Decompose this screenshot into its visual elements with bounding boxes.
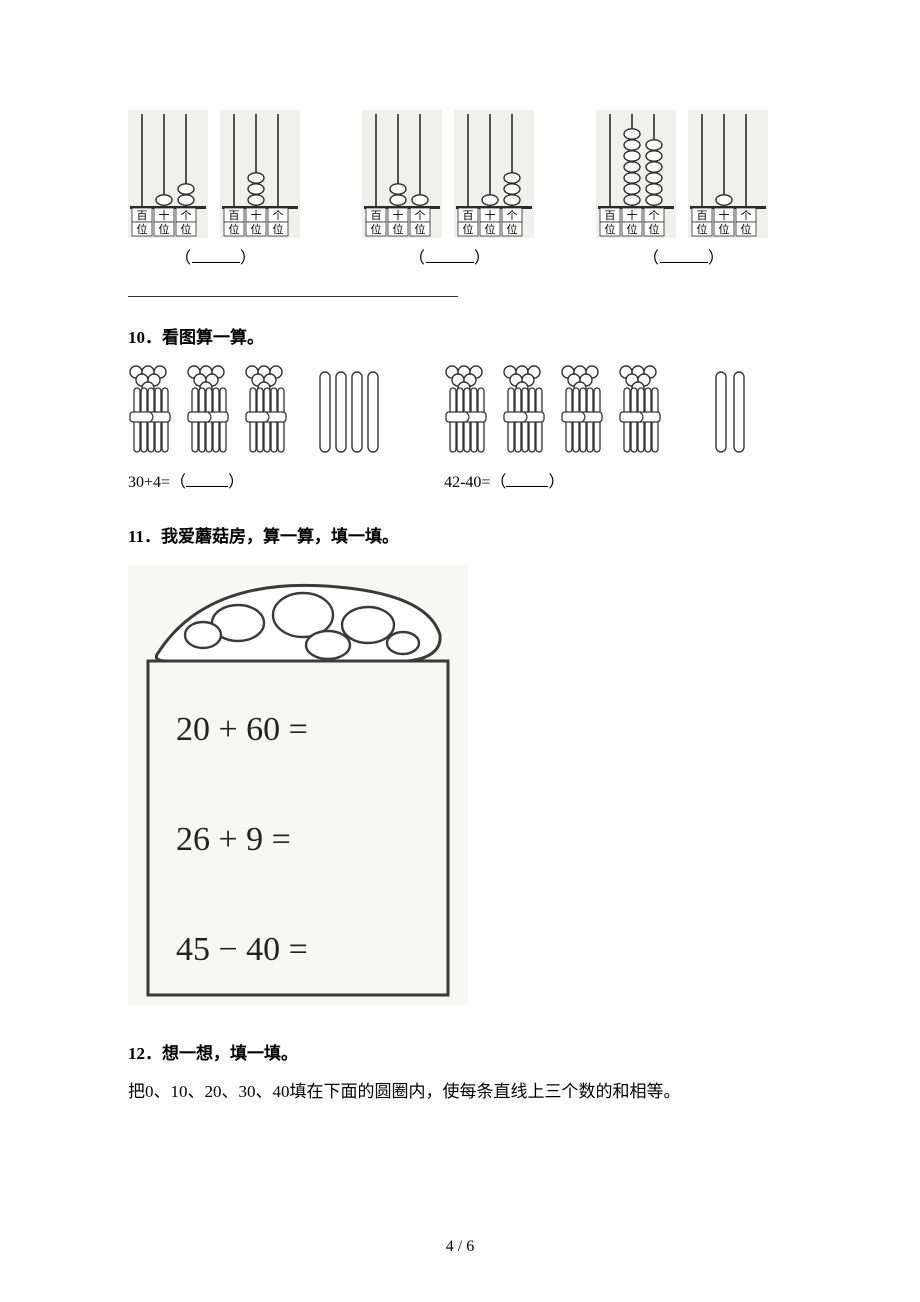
- abacus-pair-1: 百位十位个位百位十位个位 （）: [128, 110, 304, 268]
- q10-expr-row: 30+4=（ ） 42-40=（ ）: [128, 468, 800, 492]
- svg-text:百: 百: [137, 210, 148, 222]
- svg-text:十: 十: [159, 208, 170, 222]
- q10-figure-row: [128, 362, 800, 458]
- svg-text:十: 十: [719, 208, 730, 222]
- svg-text:百: 百: [463, 210, 474, 222]
- svg-text:位: 位: [229, 222, 240, 236]
- q10-left-prefix: 30+4=（: [128, 474, 186, 491]
- paren-open: （: [643, 250, 660, 267]
- svg-text:位: 位: [485, 222, 496, 236]
- svg-text:百: 百: [605, 210, 616, 222]
- svg-text:位: 位: [627, 222, 638, 236]
- svg-text:百: 百: [229, 210, 240, 222]
- svg-text:位: 位: [393, 222, 404, 236]
- abacus-pair-3: 百位十位个位百位十位个位 （）: [596, 110, 772, 268]
- divider-line: [128, 296, 458, 297]
- q10-right-group: [444, 362, 764, 458]
- sticks-right: [444, 362, 764, 458]
- svg-text:位: 位: [159, 222, 170, 236]
- svg-text:十: 十: [627, 208, 638, 222]
- blank-underline: [192, 248, 240, 263]
- q10-left-suffix: ）: [228, 474, 244, 491]
- svg-text:位: 位: [181, 222, 192, 236]
- svg-text:百: 百: [371, 210, 382, 222]
- svg-text:位: 位: [605, 222, 616, 236]
- svg-text:百: 百: [697, 210, 708, 222]
- blank-1: （）: [175, 244, 257, 268]
- svg-text:位: 位: [649, 222, 660, 236]
- svg-text:十: 十: [393, 208, 404, 222]
- svg-text:个: 个: [181, 209, 192, 222]
- svg-text:位: 位: [273, 222, 284, 236]
- abacus-row: 百位十位个位百位十位个位 （） 百位十位个位百位十位个位 （） 百位十位个位百位…: [128, 110, 800, 268]
- blank-underline: [506, 472, 548, 487]
- abacus-pair-2: 百位十位个位百位十位个位 （）: [362, 110, 538, 268]
- svg-text:个: 个: [741, 209, 752, 222]
- q10-right-prefix: 42-40=（: [444, 474, 506, 491]
- abacus-svg-3: 百位十位个位百位十位个位: [596, 110, 772, 240]
- svg-text:位: 位: [371, 222, 382, 236]
- mushroom-house: 20 + 60 = 26 + 9 = 45 − 40 =: [128, 565, 468, 1005]
- svg-text:个: 个: [507, 209, 518, 222]
- q12-heading: 12．想一想，填一填。: [128, 1039, 800, 1064]
- paren-close: ）: [708, 250, 725, 267]
- paren-close: ）: [474, 250, 491, 267]
- svg-text:个: 个: [415, 209, 426, 222]
- svg-text:26 + 9 =: 26 + 9 =: [176, 821, 291, 858]
- paren-open: （: [409, 250, 426, 267]
- svg-text:个: 个: [649, 209, 660, 222]
- paren-close: ）: [240, 250, 257, 267]
- blank-2: （）: [409, 244, 491, 268]
- q10-left-expr: 30+4=（ ）: [128, 468, 244, 492]
- blank-3: （）: [643, 244, 725, 268]
- svg-text:个: 个: [273, 209, 284, 222]
- q11-heading: 11．我爱蘑菇房，算一算，填一填。: [128, 522, 800, 547]
- svg-text:位: 位: [415, 222, 426, 236]
- q12-body: 把0、10、20、30、40填在下面的圆圈内，使每条直线上三个数的和相等。: [128, 1078, 800, 1107]
- blank-underline: [426, 248, 474, 263]
- blank-underline: [660, 248, 708, 263]
- svg-text:20 + 60 =: 20 + 60 =: [176, 711, 308, 748]
- page: 百位十位个位百位十位个位 （） 百位十位个位百位十位个位 （） 百位十位个位百位…: [0, 0, 920, 1302]
- abacus-svg-2: 百位十位个位百位十位个位: [362, 110, 538, 240]
- page-number: 4 / 6: [0, 1238, 920, 1256]
- q10-left-group: [128, 362, 388, 458]
- svg-text:位: 位: [507, 222, 518, 236]
- mushroom-svg: 20 + 60 = 26 + 9 = 45 − 40 =: [128, 565, 468, 1005]
- paren-open: （: [175, 250, 192, 267]
- svg-text:位: 位: [719, 222, 730, 236]
- q10-right-suffix: ）: [548, 474, 564, 491]
- svg-text:位: 位: [697, 222, 708, 236]
- q10-right-expr: 42-40=（ ）: [444, 468, 564, 492]
- sticks-left: [128, 362, 388, 458]
- abacus-svg-1: 百位十位个位百位十位个位: [128, 110, 304, 240]
- svg-text:位: 位: [463, 222, 474, 236]
- svg-text:45 − 40 =: 45 − 40 =: [176, 931, 308, 968]
- svg-text:位: 位: [137, 222, 148, 236]
- svg-text:十: 十: [485, 208, 496, 222]
- svg-text:十: 十: [251, 208, 262, 222]
- svg-text:位: 位: [741, 222, 752, 236]
- blank-underline: [186, 472, 228, 487]
- svg-text:位: 位: [251, 222, 262, 236]
- q10-heading: 10．看图算一算。: [128, 323, 800, 348]
